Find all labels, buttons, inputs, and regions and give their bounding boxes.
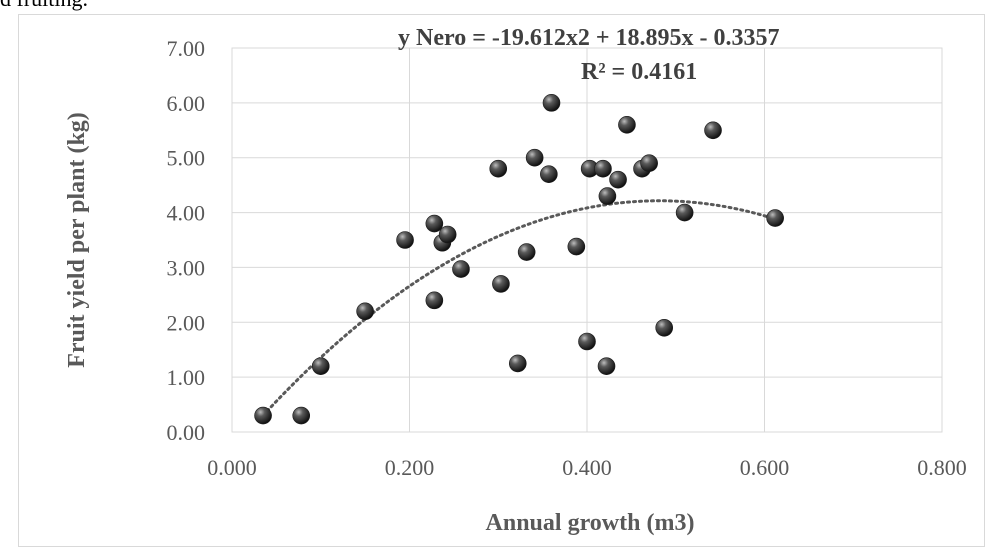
data-point	[618, 116, 636, 134]
x-tick-label: 0.200	[385, 455, 435, 480]
data-point	[704, 121, 722, 140]
data-point	[578, 332, 596, 351]
y-tick-label: 1.00	[167, 365, 206, 390]
x-tick-label: 0.000	[207, 455, 257, 480]
x-tick-label: 0.400	[562, 455, 612, 480]
data-point	[766, 209, 784, 227]
data-points	[254, 94, 784, 425]
data-point	[489, 159, 508, 178]
data-point	[598, 187, 617, 205]
plot-area	[231, 47, 943, 433]
y-tick-label: 7.00	[167, 36, 206, 61]
x-tick-label: 0.600	[740, 455, 790, 480]
data-point	[517, 243, 536, 261]
data-point	[254, 406, 272, 425]
data-point	[542, 94, 561, 112]
data-point	[492, 275, 510, 293]
y-tick-label: 4.00	[167, 201, 206, 226]
y-tick-label: 2.00	[167, 310, 206, 335]
data-point	[655, 318, 674, 337]
data-point	[594, 159, 612, 178]
caption-fragment: d fruiting.	[0, 0, 88, 12]
trendline-curve	[261, 199, 777, 417]
gridlines	[231, 47, 943, 433]
trendline	[261, 199, 777, 417]
data-point	[356, 302, 374, 321]
data-point	[425, 214, 444, 233]
trendline-equation: y Nero = -19.612x2 + 18.895x - 0.3357	[398, 25, 780, 51]
x-axis-title: Annual growth (m3)	[486, 510, 695, 536]
r-squared-label: R² = 0.4161	[581, 59, 697, 85]
data-point	[438, 225, 457, 244]
data-point	[508, 354, 527, 373]
x-tick-label: 0.800	[917, 455, 967, 480]
data-point	[540, 165, 558, 183]
data-point	[425, 291, 444, 310]
y-tick-label: 5.00	[167, 146, 206, 171]
data-point	[525, 148, 544, 167]
data-point	[292, 406, 311, 425]
data-point	[609, 170, 627, 189]
data-point	[567, 237, 586, 256]
y-axis-title: Fruit yield per plant (kg)	[64, 112, 90, 368]
y-tick-label: 3.00	[167, 255, 206, 280]
tick-labels: 0.00 1.00 2.00 3.00 4.00 5.00 6.00 7.00 0.000 0.2…	[167, 36, 967, 480]
data-point	[597, 357, 616, 375]
data-point	[311, 357, 330, 375]
y-tick-label: 0.00	[167, 420, 206, 445]
data-point	[452, 260, 470, 278]
data-point	[640, 154, 658, 172]
y-tick-label: 6.00	[167, 91, 206, 116]
data-point	[675, 203, 694, 222]
data-point	[396, 231, 414, 249]
